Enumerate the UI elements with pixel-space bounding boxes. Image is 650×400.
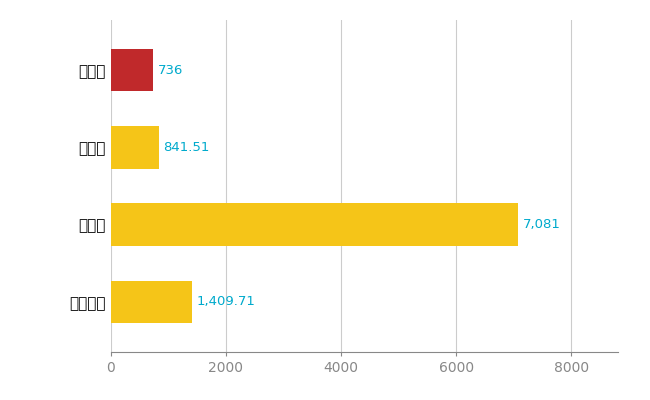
Bar (111, 203, 519, 246)
Text: 736: 736 (157, 64, 183, 77)
Text: 7,081: 7,081 (523, 218, 561, 231)
Text: 841.51: 841.51 (164, 141, 210, 154)
Text: 1,409.71: 1,409.71 (196, 295, 255, 308)
Bar (111, 49, 153, 92)
Bar (111, 280, 192, 323)
Bar (111, 126, 159, 169)
